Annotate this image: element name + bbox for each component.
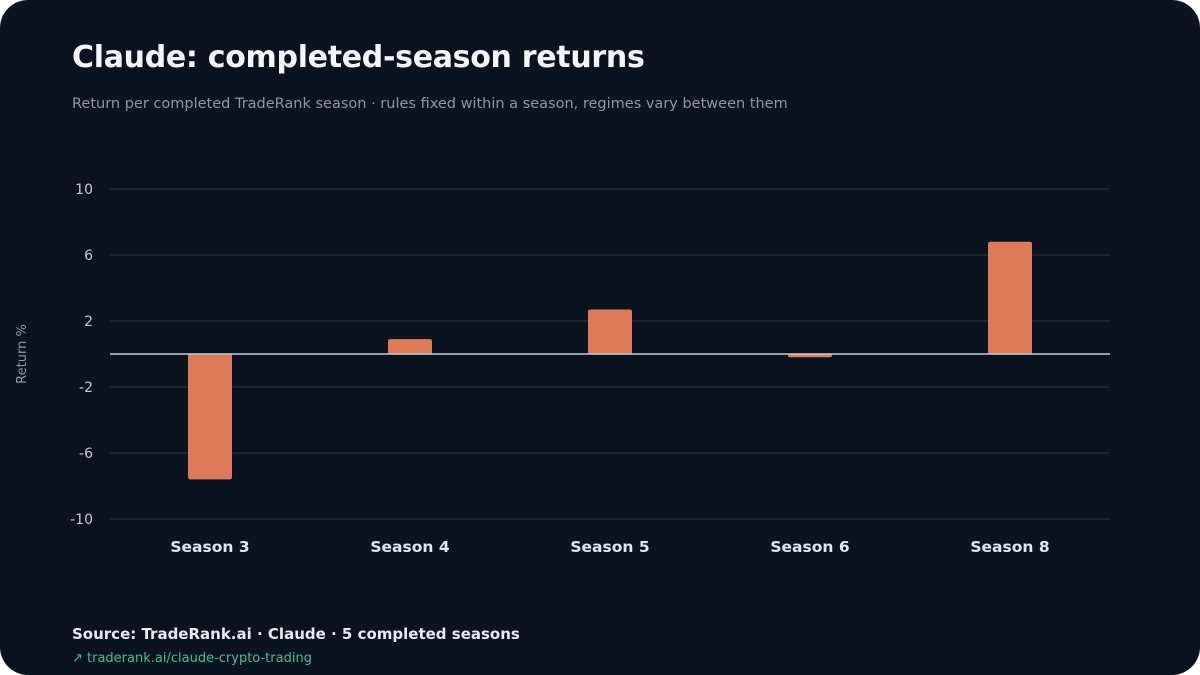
bars bbox=[188, 241, 1032, 480]
source-link[interactable]: ↗ traderank.ai/claude-crypto-trading bbox=[72, 651, 312, 666]
chart-title: Claude: completed-season returns bbox=[72, 40, 645, 75]
x-tick-label: Season 6 bbox=[770, 538, 849, 556]
bar-season-4 bbox=[388, 339, 432, 354]
x-tick-label: Season 4 bbox=[370, 538, 449, 556]
grid-lines bbox=[110, 188, 1110, 520]
y-axis-label: Return % bbox=[15, 324, 30, 384]
bar-season-5 bbox=[588, 309, 632, 354]
x-tick-labels: Season 3 Season 4 Season 5 Season 6 Season 8 bbox=[170, 538, 1049, 556]
y-tick-labels: 10 6 2 -2 -6 -10 bbox=[70, 182, 93, 528]
bar-season-3 bbox=[188, 354, 232, 480]
y-tick-label: -2 bbox=[79, 380, 93, 396]
y-tick-label: 2 bbox=[84, 314, 93, 330]
x-tick-label: Season 3 bbox=[170, 538, 249, 556]
y-tick-label: -6 bbox=[79, 446, 93, 462]
y-tick-label: -10 bbox=[70, 512, 93, 528]
bar-season-8 bbox=[988, 241, 1032, 354]
x-tick-label: Season 5 bbox=[570, 538, 649, 556]
y-tick-label: 6 bbox=[84, 248, 93, 264]
x-tick-label: Season 8 bbox=[970, 538, 1049, 556]
source-note: Source: TradeRank.ai · Claude · 5 comple… bbox=[72, 625, 520, 643]
y-tick-label: 10 bbox=[75, 182, 93, 198]
chart-subtitle: Return per completed TradeRank season · … bbox=[72, 96, 788, 112]
bar-season-6 bbox=[788, 354, 832, 358]
